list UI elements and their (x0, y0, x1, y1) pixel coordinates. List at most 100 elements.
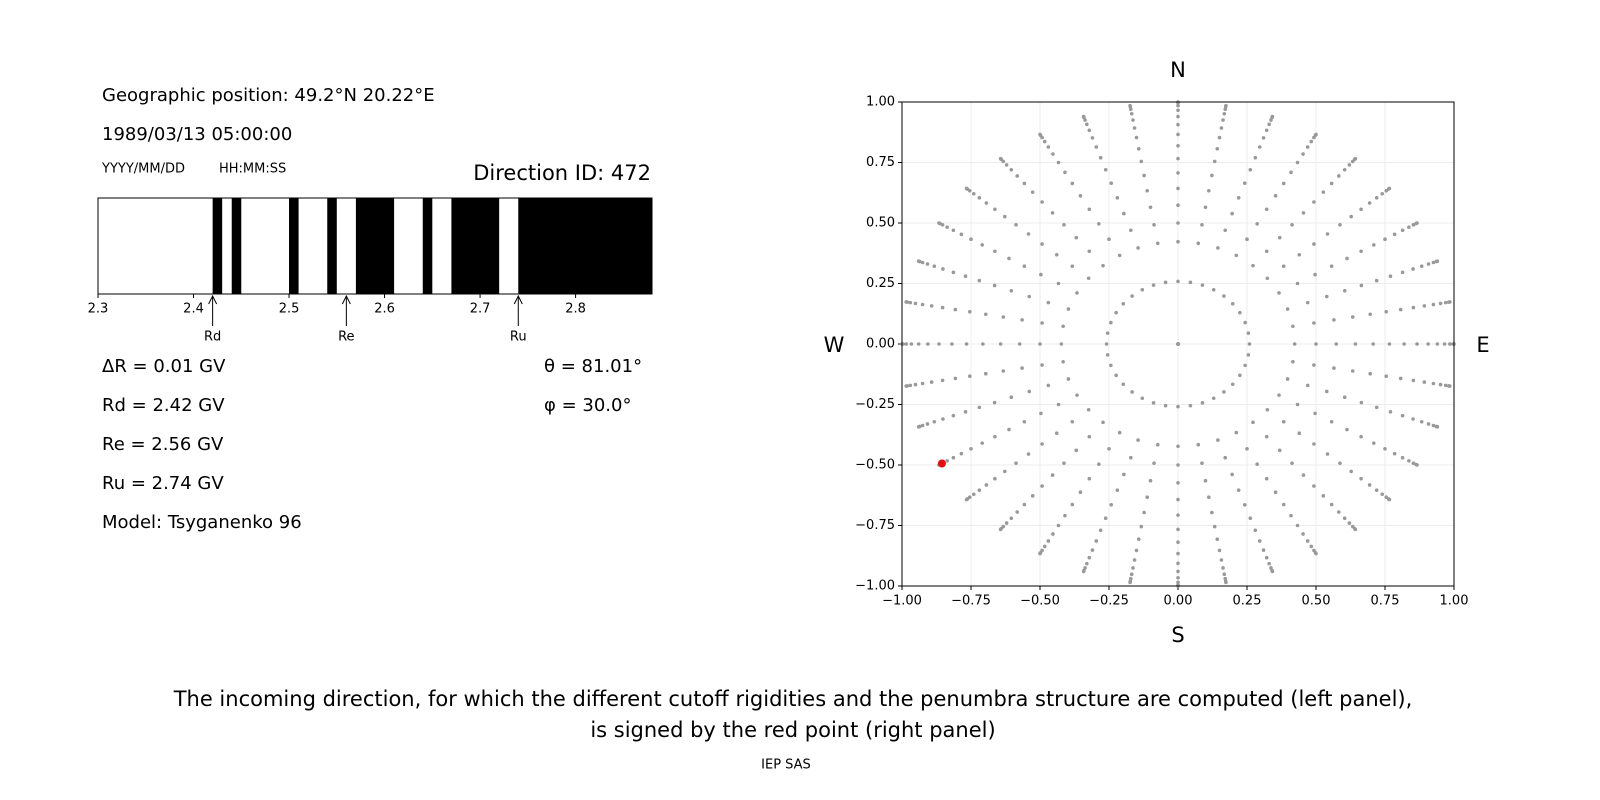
direction-point (920, 381, 925, 386)
direction-point (993, 207, 997, 212)
direction-point (1132, 126, 1137, 130)
direction-point (1007, 256, 1011, 261)
direction-point (908, 383, 913, 388)
direction-point (1117, 430, 1122, 435)
direction-point (1219, 126, 1224, 130)
direction-point (1222, 111, 1227, 116)
direction-point (1329, 264, 1334, 269)
direction-point (1129, 576, 1133, 581)
direction-point (1290, 223, 1294, 227)
direction-point (1402, 342, 1406, 346)
direction-point (1136, 438, 1140, 442)
direction-point (964, 186, 969, 191)
direction-point (1188, 280, 1193, 285)
direction-point (1132, 558, 1137, 562)
direction-point (1207, 495, 1211, 499)
direction-point (1139, 159, 1144, 164)
y-tick-label: 0.50 (866, 216, 895, 231)
forbidden-band (451, 198, 500, 294)
direction-point (1387, 186, 1392, 191)
direction-point (1040, 484, 1044, 488)
direction-point (1151, 401, 1156, 405)
geo-position: Geographic position: 49.2°N 20.22°E (102, 85, 435, 106)
direction-point (1107, 446, 1111, 451)
info-line: Ru = 2.74 GV (102, 473, 224, 494)
direction-point (984, 371, 988, 376)
y-tick-label: 0.00 (866, 337, 895, 352)
direction-point (1353, 342, 1358, 346)
direction-point (1257, 539, 1262, 543)
direction-point (1176, 444, 1180, 449)
direction-point (1384, 374, 1389, 378)
direction-point (1063, 170, 1067, 175)
direction-point (1255, 221, 1259, 226)
direction-point (964, 342, 969, 346)
direction-point (1210, 510, 1214, 515)
direction-point (1273, 194, 1278, 198)
direction-point (1136, 537, 1141, 542)
direction-point (1030, 494, 1035, 498)
direction-point (1371, 441, 1376, 445)
direction-point (1075, 393, 1079, 397)
direction-point (920, 260, 925, 265)
direction-point (1324, 294, 1329, 299)
direction-point (1245, 446, 1249, 451)
direction-point (1129, 228, 1133, 233)
direction-point (1176, 239, 1180, 244)
direction-point (1074, 235, 1079, 240)
direction-point (1128, 103, 1132, 108)
direction-point (1050, 473, 1055, 477)
direction-point (1070, 181, 1075, 186)
direction-point (1040, 200, 1044, 204)
direction-point (1003, 469, 1007, 474)
direction-point (1411, 461, 1416, 465)
direction-point (1148, 205, 1153, 210)
direction-point (1392, 232, 1397, 237)
direction-point (1121, 382, 1126, 387)
direction-point (993, 434, 997, 439)
x-tick-label: 2.7 (470, 302, 491, 317)
direction-point (1342, 288, 1347, 293)
direction-point (916, 259, 921, 264)
direction-point (1230, 211, 1234, 216)
direction-point (1027, 294, 1032, 299)
direction-point (984, 201, 989, 205)
direction-point (1443, 300, 1448, 305)
direction-point (925, 422, 930, 426)
direction-point (1309, 139, 1314, 144)
direction-point (1374, 488, 1379, 492)
direction-point (1101, 420, 1105, 425)
direction-point (1152, 461, 1156, 465)
direction-point (1155, 241, 1160, 246)
direction-point (1009, 288, 1014, 293)
direction-point (1257, 145, 1262, 149)
direction-point (1139, 524, 1144, 529)
marker-label: Ru (510, 330, 527, 345)
direction-point (1411, 267, 1415, 271)
date-format: YYYY/MM/DD (101, 162, 185, 177)
direction-point (1353, 527, 1358, 532)
direction-point (1212, 159, 1217, 164)
direction-point (1350, 369, 1355, 373)
selected-direction (937, 459, 946, 468)
direction-point (1094, 539, 1099, 543)
direction-point (1217, 135, 1222, 140)
direction-point (1042, 139, 1047, 144)
direction-point (1431, 381, 1436, 386)
direction-point (1422, 380, 1427, 384)
direction-point (1090, 548, 1095, 552)
direction-point (1380, 492, 1385, 497)
direction-point (1009, 395, 1014, 400)
x-tick-label: 2.8 (565, 302, 586, 317)
caption-line: The incoming direction, for which the di… (173, 687, 1413, 711)
direction-point (1242, 503, 1247, 507)
direction-point (1398, 307, 1403, 312)
forbidden-band (355, 198, 395, 294)
direction-point (1313, 411, 1317, 416)
direction-point (1419, 419, 1424, 424)
direction-point (1121, 301, 1126, 306)
direction-point (1014, 461, 1018, 465)
direction-point (1001, 369, 1006, 373)
direction-point (1134, 548, 1139, 553)
direction-point (1062, 461, 1066, 465)
